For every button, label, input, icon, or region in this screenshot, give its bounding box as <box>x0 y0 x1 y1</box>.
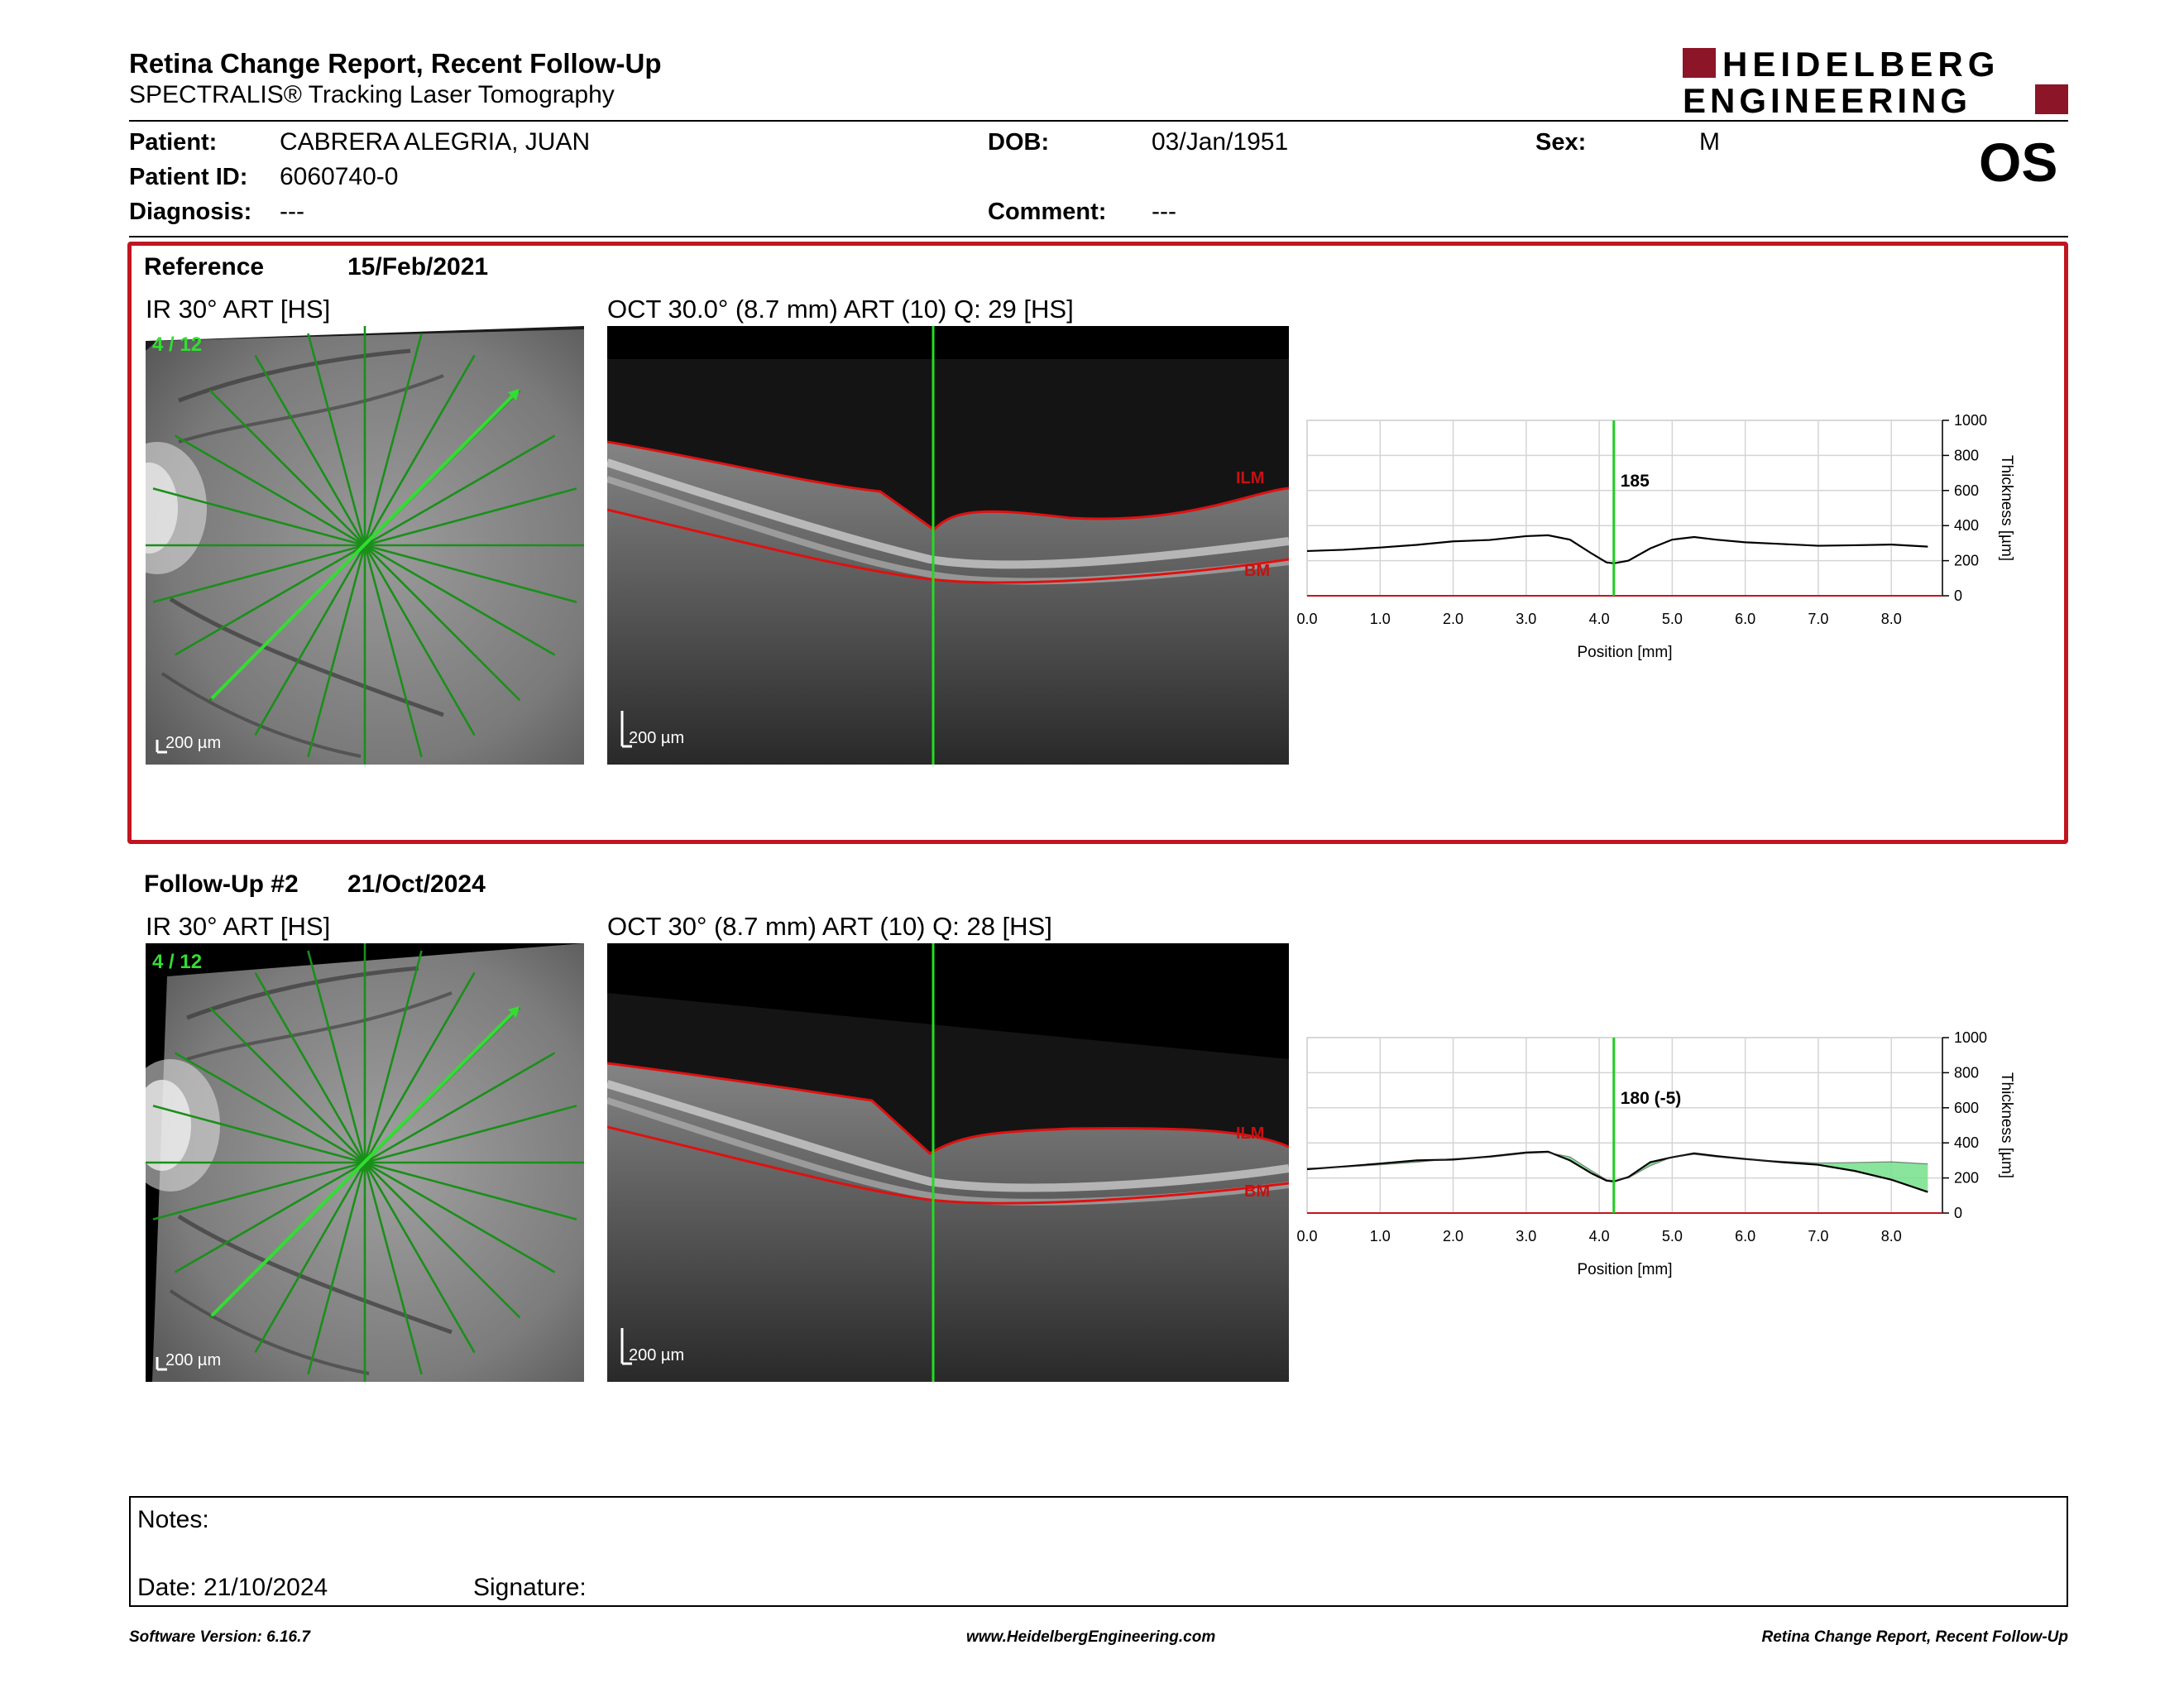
y-axis-label: Thickness [µm] <box>1998 455 2015 561</box>
cursor-thickness-label: 185 <box>1621 472 1650 491</box>
y-tick-label: 800 <box>1954 1064 1979 1081</box>
y-tick-label: 1000 <box>1954 1029 1987 1046</box>
y-tick-label: 1000 <box>1954 412 1987 429</box>
patient-divider <box>129 236 2068 237</box>
reference-ir-scale-bar: 200 µm <box>165 734 221 752</box>
eye-indicator: OS <box>1979 132 2058 193</box>
patient-id: 6060740-0 <box>280 163 399 190</box>
comment-value: --- <box>1152 198 1176 225</box>
report-subtitle: SPECTRALIS® Tracking Laser Tomography <box>129 81 615 108</box>
y-tick-label: 400 <box>1954 517 1979 534</box>
dob-label: DOB: <box>988 129 1050 156</box>
x-tick-label: 1.0 <box>1370 1228 1391 1244</box>
comment-label: Comment: <box>988 199 1107 225</box>
reference-ir-fundus-image: 4 / 12 200 µm <box>146 326 584 765</box>
notes-date: Date: 21/10/2024 <box>137 1574 328 1601</box>
y-tick-label: 600 <box>1954 482 1979 499</box>
followup-ir-fundus-image: 4 / 12 200 µm <box>146 943 584 1382</box>
x-tick-label: 5.0 <box>1662 611 1683 627</box>
x-tick-label: 7.0 <box>1808 611 1828 627</box>
plot-area <box>1306 1037 1943 1214</box>
followup-ilm-label: ILM <box>1236 1125 1264 1143</box>
followup-thickness-chart: 0 200 400 600 800 1000 0.0 1.0 2.0 3.0 4.0 5.0 6.0 7.… <box>1291 1021 2035 1294</box>
reference-oct-bscan-image: ILM BM 200 µm <box>607 326 1289 765</box>
notes-label: Notes: <box>137 1506 209 1533</box>
signature-label: Signature: <box>473 1574 587 1601</box>
logo-text-line1: HEIDELBERG <box>1722 45 2000 84</box>
x-tick-label: 8.0 <box>1881 1228 1902 1244</box>
y-tick-label: 200 <box>1954 553 1979 569</box>
followup-oct-scale-bar: 200 µm <box>629 1346 684 1364</box>
x-tick-label: 6.0 <box>1735 1228 1755 1244</box>
x-tick-label: 0.0 <box>1296 1228 1317 1244</box>
x-tick-label: 8.0 <box>1881 611 1902 627</box>
reference-ir-title: IR 30° ART [HS] <box>146 295 331 324</box>
y-tick-label: 200 <box>1954 1170 1979 1187</box>
followup-ir-title: IR 30° ART [HS] <box>146 912 331 941</box>
y-axis-label: Thickness [µm] <box>1998 1072 2015 1178</box>
x-tick-label: 1.0 <box>1370 611 1391 627</box>
heidelberg-logo: HEIDELBERG ENGINEERING <box>1683 45 2068 120</box>
x-axis-label: Position [mm] <box>1577 1261 1672 1278</box>
reference-ilm-label: ILM <box>1236 469 1264 487</box>
footer-report-name: Retina Change Report, Recent Follow-Up <box>1761 1628 2068 1646</box>
header-divider <box>129 120 2068 122</box>
x-axis-label: Position [mm] <box>1577 644 1672 661</box>
sex-value: M <box>1699 128 1720 156</box>
x-tick-label: 6.0 <box>1735 611 1755 627</box>
sex-label: Sex: <box>1535 129 1587 156</box>
x-tick-label: 3.0 <box>1516 611 1536 627</box>
x-tick-label: 4.0 <box>1589 611 1610 627</box>
diagnosis-label: Diagnosis: <box>129 199 252 225</box>
followup-oct-bscan-image: ILM BM 200 µm <box>607 943 1289 1382</box>
followup-ir-scale-bar: 200 µm <box>165 1351 221 1369</box>
x-tick-label: 7.0 <box>1808 1228 1828 1244</box>
notes-box[interactable]: Notes: Date: 21/10/2024 Signature: <box>129 1496 2068 1607</box>
logo-square-top <box>1683 48 1716 78</box>
followup-bm-label: BM <box>1244 1182 1270 1201</box>
diagnosis-value: --- <box>280 198 304 225</box>
logo-square-bottom <box>2035 84 2068 114</box>
reference-label: Reference <box>144 253 265 281</box>
plot-area <box>1306 420 1943 597</box>
x-tick-label: 0.0 <box>1296 611 1317 627</box>
y-tick-label: 0 <box>1954 1205 1962 1221</box>
followup-label: Follow-Up #2 <box>144 870 299 898</box>
followup-ir-counter: 4 / 12 <box>152 951 202 973</box>
footer-software-version: Software Version: 6.16.7 <box>129 1628 310 1646</box>
x-tick-label: 5.0 <box>1662 1228 1683 1244</box>
reference-frame <box>127 242 2068 844</box>
cursor-thickness-label: 180 (-5) <box>1621 1089 1682 1108</box>
followup-date: 21/Oct/2024 <box>347 870 486 898</box>
reference-bm-label: BM <box>1244 562 1270 580</box>
reference-oct-scale-bar: 200 µm <box>629 729 684 747</box>
x-tick-label: 4.0 <box>1589 1228 1610 1244</box>
reference-oct-title: OCT 30.0° (8.7 mm) ART (10) Q: 29 [HS] <box>607 295 1074 324</box>
patient-name: CABRERA ALEGRIA, JUAN <box>280 128 591 156</box>
y-tick-label: 800 <box>1954 447 1979 463</box>
logo-text-line2: ENGINEERING <box>1683 81 1972 120</box>
dob-value: 03/Jan/1951 <box>1152 128 1289 156</box>
x-tick-label: 2.0 <box>1443 1228 1463 1244</box>
y-tick-label: 0 <box>1954 587 1962 604</box>
reference-ir-counter: 4 / 12 <box>152 333 202 356</box>
report-title: Retina Change Report, Recent Follow-Up <box>129 48 662 79</box>
x-tick-label: 2.0 <box>1443 611 1463 627</box>
followup-oct-title: OCT 30° (8.7 mm) ART (10) Q: 28 [HS] <box>607 912 1052 941</box>
reference-date: 15/Feb/2021 <box>347 253 489 281</box>
footer-website-link[interactable]: www.HeidelbergEngineering.com <box>966 1628 1216 1646</box>
reference-thickness-chart: 0 200 400 600 800 1000 0.0 1.0 2.0 3.0 4.0 5.0 6.0 7.… <box>1291 404 2035 677</box>
patient-name-label: Patient: <box>129 129 218 156</box>
y-tick-label: 400 <box>1954 1134 1979 1151</box>
patient-id-label: Patient ID: <box>129 164 248 190</box>
x-tick-label: 3.0 <box>1516 1228 1536 1244</box>
y-tick-label: 600 <box>1954 1100 1979 1116</box>
